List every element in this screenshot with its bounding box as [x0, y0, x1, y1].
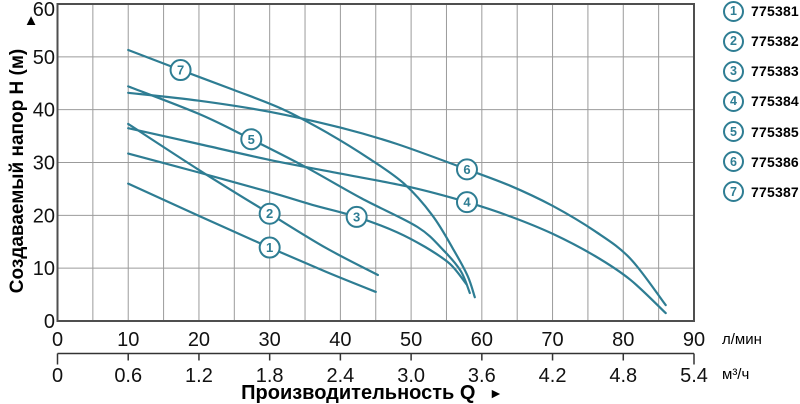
curve-label-4: 4 [455, 191, 478, 214]
curve-label-7: 7 [169, 59, 192, 82]
curve-label-3: 3 [345, 205, 368, 228]
legend-item-4: 4 775384 [723, 90, 799, 112]
legend-item-circle: 5 [723, 121, 744, 143]
x-tick-label-m3h: 4.2 [539, 365, 567, 387]
legend-item-6: 6 775386 [723, 151, 799, 173]
curve-label-number: 2 [266, 206, 273, 221]
curve-label-number: 3 [353, 209, 360, 224]
y-tick-label: 60 [33, 0, 55, 21]
x-tick-label-m3h: 2.4 [326, 365, 354, 387]
y-tick-label: 20 [33, 205, 55, 227]
grid-lines [57, 4, 694, 321]
legend-item-circle: 1 [723, 0, 744, 22]
curve-1 [127, 182, 377, 293]
curve-3 [127, 152, 468, 286]
x-axis-title-wrap: Производительность Q ► [54, 383, 690, 404]
x-tick-label-m3h: 1.8 [256, 365, 284, 387]
y-axis-title: Создаваемый напор H (м) [7, 48, 28, 294]
curve-label-number: 7 [177, 63, 184, 78]
curve-label-circle [240, 128, 263, 151]
x-tick-label-m3h: 4.8 [609, 365, 637, 387]
legend-item-circle: 2 [723, 30, 744, 52]
x-tick-label-lmin: 40 [329, 329, 351, 351]
legend-item-code: 775385 [751, 123, 799, 140]
curve-label-5: 5 [240, 128, 263, 151]
x-axis-unit-m3-h: м³/ч [722, 366, 750, 383]
secondary-axis [56, 352, 695, 365]
y-axis-up-arrow-icon: ▲ [23, 12, 39, 29]
curve-labels: 1 2 3 4 5 6 7 [169, 59, 478, 259]
x-axis-title: Производительность Q [241, 382, 476, 404]
curve-label-number: 1 [266, 240, 273, 255]
curve-label-1: 1 [258, 236, 281, 259]
x-tick-label-m3h: 0 [52, 365, 63, 387]
curve-label-number: 5 [248, 132, 255, 147]
curve-label-circle [345, 205, 368, 228]
x-tick-label-m3h: 5.4 [680, 365, 708, 387]
curve-7 [127, 48, 476, 299]
x-tick-label-lmin: 20 [188, 329, 210, 351]
curve-label-6: 6 [455, 158, 478, 181]
legend-item-circle: 7 [723, 181, 744, 203]
legend-item-code: 775384 [751, 93, 799, 110]
curve-label-circle [455, 158, 478, 181]
x-tick-label-lmin: 80 [612, 329, 634, 351]
curve-6 [127, 91, 667, 307]
curve-label-circle [258, 236, 281, 259]
legend-item-code: 775381 [751, 3, 799, 19]
curve-label-number: 4 [463, 195, 471, 210]
x-tick-label-m3h: 0.6 [114, 365, 142, 387]
legend-item-circle: 4 [723, 90, 744, 112]
x-tick-label-lmin: 30 [259, 329, 281, 351]
legend-item-3: 3 775383 [723, 60, 799, 82]
x-tick-label-m3h: 1.2 [185, 365, 213, 387]
plot-frame [56, 3, 695, 322]
y-tick-label: 30 [33, 153, 55, 175]
y-tick-label: 0 [44, 311, 55, 333]
legend-item-circle: 6 [723, 151, 744, 173]
legend-item-1: 1 775381 [723, 0, 799, 22]
legend-item-code: 775387 [751, 183, 799, 200]
y-tick-label: 10 [33, 258, 55, 280]
x-tick-label-lmin: 90 [683, 329, 705, 351]
curve-label-circle [258, 202, 281, 225]
x-axis-unit-l-min: л/мин [722, 331, 762, 348]
pump-curves [127, 48, 667, 315]
legend-item-7: 7 775387 [723, 181, 799, 203]
curve-label-2: 2 [258, 202, 281, 225]
x-tick-label-m3h: 3.0 [397, 365, 425, 387]
legend-item-code: 775383 [751, 63, 799, 80]
x-tick-label-lmin: 10 [117, 329, 139, 351]
y-tick-label: 40 [33, 100, 55, 122]
x-tick-label-lmin: 50 [400, 329, 422, 351]
tick-labels: 0 10 20 30 40 50 60 0 10 20 30 40 50 60 70 80 90 0 0.6 1.2 1… [33, 0, 708, 387]
x-tick-label-lmin: 0 [52, 329, 63, 351]
curve-label-number: 6 [463, 162, 470, 177]
legend: 1 775381 2 775382 3 775383 4 775384 5 775385 6 7753… [723, 0, 800, 210]
legend-item-code: 775386 [751, 153, 799, 170]
curve-label-circle [169, 59, 192, 82]
legend-item-code: 775382 [751, 33, 799, 50]
legend-item-circle: 3 [723, 60, 744, 82]
legend-item-2: 2 775382 [723, 30, 799, 52]
y-tick-label: 50 [33, 47, 55, 69]
legend-item-5: 5 775385 [723, 121, 799, 143]
x-tick-label-lmin: 60 [471, 329, 493, 351]
x-axis-right-arrow-icon: ► [489, 385, 503, 401]
x-tick-label-m3h: 3.6 [468, 365, 496, 387]
curve-label-circle [455, 191, 478, 214]
curve-5 [127, 85, 471, 295]
x-tick-label-lmin: 70 [541, 329, 563, 351]
